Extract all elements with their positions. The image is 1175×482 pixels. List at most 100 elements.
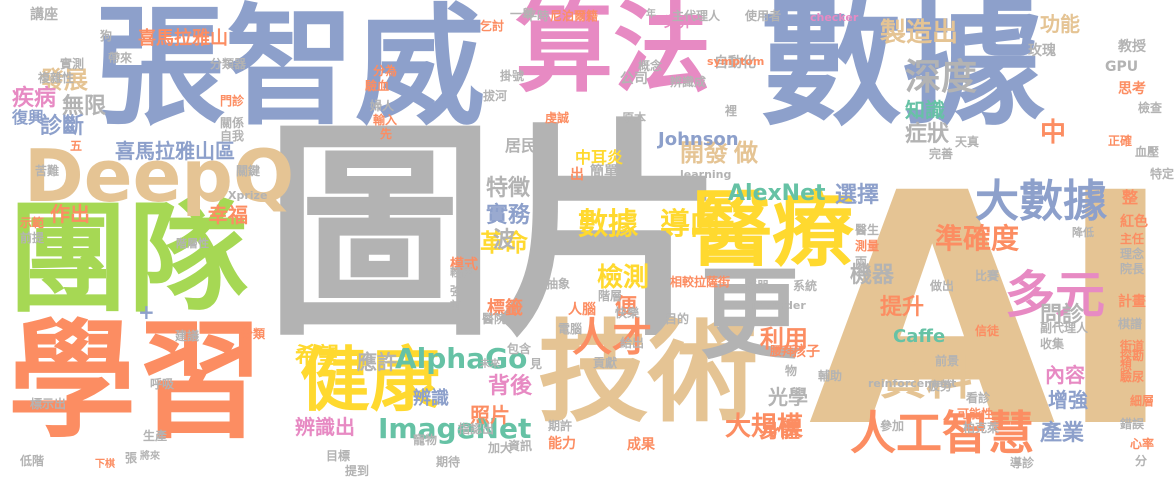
word-cloud-word: 分類器 bbox=[210, 57, 247, 71]
word-cloud-word: 錯誤 bbox=[1120, 417, 1145, 431]
word-cloud-word: 電腦 bbox=[558, 322, 583, 336]
word-cloud-word: 機器 bbox=[850, 263, 895, 288]
word-cloud-word: 強 bbox=[450, 284, 463, 298]
word-cloud-word: 思考 bbox=[1118, 81, 1146, 97]
word-cloud-word: 疲勞 bbox=[928, 379, 953, 393]
word-cloud-word: 孩子 bbox=[792, 344, 820, 360]
word-cloud-word: 教授 bbox=[1118, 39, 1146, 55]
word-cloud-word: checker bbox=[810, 11, 859, 24]
word-cloud-word: 特定 bbox=[1150, 167, 1175, 181]
word-cloud-word: 相較拉薩街 bbox=[670, 275, 731, 289]
word-cloud-word: 革命 bbox=[480, 229, 528, 257]
word-cloud-word: 院長 bbox=[1120, 262, 1145, 276]
word-cloud-word: learning bbox=[680, 168, 732, 181]
word-cloud-word: 呼吸 bbox=[150, 377, 175, 391]
word-cloud-word: 概念 bbox=[638, 59, 663, 73]
word-cloud-word: 尼泊爾籍 bbox=[550, 9, 599, 23]
word-cloud-word: 計畫 bbox=[1118, 294, 1146, 310]
word-cloud-word: 腰拜 bbox=[770, 344, 795, 358]
word-cloud-word: 原本 bbox=[622, 111, 647, 125]
word-cloud-word: 信徒 bbox=[975, 324, 1000, 338]
word-cloud-word: ImageNet bbox=[378, 412, 532, 445]
word-cloud-word: 探勘 bbox=[1120, 349, 1145, 363]
word-cloud-word: 圖片 bbox=[265, 101, 726, 368]
word-cloud-word: 多元 bbox=[1005, 266, 1105, 324]
word-cloud-word: 輕便 bbox=[450, 266, 472, 279]
word-cloud-word: 數據 bbox=[760, 0, 1044, 145]
word-cloud-word: 先 bbox=[380, 127, 393, 141]
word-cloud-word: 準確度 bbox=[935, 222, 1020, 255]
word-cloud-word: 低階 bbox=[20, 454, 45, 468]
word-cloud-word: 提升 bbox=[880, 295, 925, 320]
word-cloud-word: 輸入 bbox=[373, 113, 398, 127]
word-cloud-word: 未來 bbox=[480, 359, 500, 370]
word-cloud-word: 診斷 bbox=[40, 114, 85, 139]
word-cloud-word: 人腦 bbox=[568, 302, 596, 318]
word-cloud-word: 想 bbox=[1120, 359, 1133, 373]
word-cloud-word: 學習 bbox=[8, 307, 265, 456]
word-cloud-word: 副代理人 bbox=[1040, 321, 1089, 335]
word-cloud-word: 虔誠 bbox=[545, 111, 570, 125]
word-cloud-word: 降低 bbox=[1072, 226, 1094, 239]
word-cloud-word: symptom bbox=[707, 55, 765, 68]
word-cloud-word: 驗尿 bbox=[1120, 370, 1145, 384]
word-cloud-word: 背後 bbox=[488, 374, 533, 399]
word-cloud-word: GPU bbox=[1105, 59, 1139, 75]
word-cloud-word: 物 bbox=[785, 364, 798, 378]
word-cloud-word: 正確 bbox=[1108, 134, 1133, 148]
word-cloud-word: 生產 bbox=[143, 429, 168, 443]
word-cloud-word: 狗 bbox=[100, 29, 113, 43]
word-cloud-word: 包含 bbox=[507, 342, 532, 356]
word-cloud-word: 中 bbox=[1040, 118, 1067, 148]
word-cloud-word: 產業 bbox=[1040, 421, 1085, 446]
word-cloud-word: 深度 bbox=[905, 57, 978, 98]
word-cloud-word: 前提 bbox=[20, 231, 45, 245]
word-cloud-word: 血壓 bbox=[1135, 145, 1160, 159]
word-cloud-word: 天真 bbox=[955, 135, 980, 149]
word-cloud-word: 導診 bbox=[1010, 456, 1035, 470]
word-cloud-word: 製造出 bbox=[880, 18, 959, 48]
word-cloud-word: 團隊 bbox=[8, 190, 248, 329]
word-cloud-word: 能力 bbox=[548, 436, 576, 452]
word-cloud-word: 目標 bbox=[326, 449, 351, 463]
word-cloud-word: 比賽 bbox=[975, 269, 1000, 283]
word-cloud-word: 抽象 bbox=[546, 277, 571, 291]
word-cloud-word: + bbox=[138, 300, 155, 324]
word-cloud-word: 下棋 bbox=[95, 459, 115, 470]
word-cloud-word: 功能 bbox=[1040, 12, 1080, 36]
word-cloud-word: 身體 bbox=[760, 418, 800, 442]
word-cloud-word: 見 bbox=[530, 357, 543, 371]
word-cloud-word: 做出 bbox=[930, 279, 955, 293]
word-cloud-word: 數據 bbox=[578, 207, 638, 242]
word-cloud-word: 實測 bbox=[60, 57, 85, 71]
word-cloud-word: 便 bbox=[615, 295, 638, 320]
word-cloud-word: 階層 bbox=[598, 289, 623, 303]
word-cloud-word: 寵物 bbox=[413, 433, 438, 447]
word-cloud-word: 檢測 bbox=[597, 263, 650, 293]
word-cloud-word: 模式 bbox=[450, 257, 478, 273]
word-cloud-word: 關係 bbox=[220, 116, 245, 130]
word-cloud-word: 疾病 bbox=[12, 86, 57, 111]
word-cloud-word: 使用者 bbox=[745, 9, 782, 23]
word-cloud-word: 細層 bbox=[1130, 394, 1155, 408]
word-cloud-word: 可能性 bbox=[957, 407, 994, 421]
word-cloud-word: 做 bbox=[734, 139, 758, 167]
word-cloud-word: Caffe bbox=[893, 326, 946, 347]
word-cloud-word: 示範 bbox=[20, 216, 45, 230]
word-cloud-word: 人才 bbox=[572, 315, 652, 361]
word-cloud-word: 張 bbox=[125, 451, 138, 465]
word-cloud-word: 快樂 bbox=[615, 306, 640, 320]
word-cloud-word: 喜馬拉雅山 bbox=[138, 28, 228, 49]
word-cloud-word: 兩 bbox=[855, 255, 868, 269]
word-cloud-word: 標籤 bbox=[487, 298, 523, 319]
word-cloud-word: 導向 bbox=[660, 207, 720, 242]
word-cloud-word: 幸福 bbox=[208, 203, 248, 227]
word-cloud-word: 拔河 bbox=[483, 89, 508, 103]
word-cloud-word: 選擇 bbox=[835, 183, 880, 208]
word-cloud-word: 更 bbox=[700, 256, 800, 373]
word-cloud-word: 資訊 bbox=[508, 439, 533, 453]
word-cloud-word: 掛號 bbox=[500, 69, 525, 83]
word-cloud-word: 看診 bbox=[966, 391, 991, 405]
word-cloud-word: 心率 bbox=[1130, 437, 1155, 451]
word-cloud-word: 門診 bbox=[220, 94, 245, 108]
